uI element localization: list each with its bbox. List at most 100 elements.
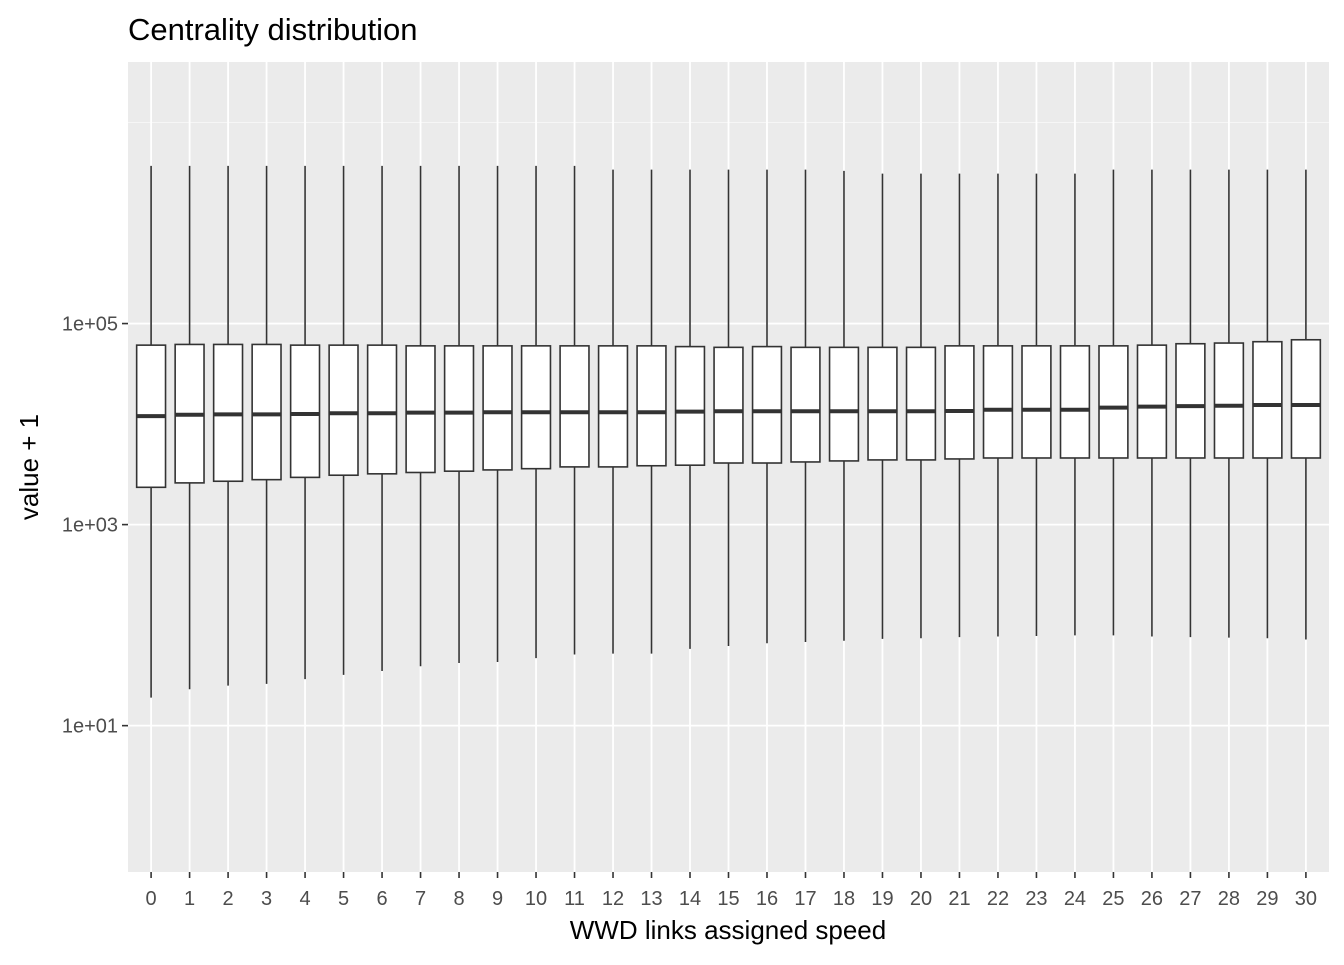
box-iqr xyxy=(443,345,475,472)
x-tick-label: 16 xyxy=(756,888,778,910)
x-tick-label: 15 xyxy=(717,888,739,910)
box-iqr xyxy=(597,345,629,468)
x-tick-label: 7 xyxy=(415,888,426,910)
x-tick-label: 10 xyxy=(525,888,547,910)
box-15 xyxy=(713,169,744,646)
box-iqr xyxy=(328,344,359,477)
y-tick-label: 1e+03 xyxy=(62,515,118,537)
x-tick-label: 11 xyxy=(564,888,585,910)
chart-title: Centrality distribution xyxy=(128,12,417,47)
box-iqr xyxy=(251,343,282,481)
box-iqr xyxy=(905,346,937,461)
box-iqr xyxy=(751,345,783,464)
x-tick-label: 25 xyxy=(1102,888,1124,910)
box-10 xyxy=(520,165,552,659)
box-17 xyxy=(790,169,821,642)
box-19 xyxy=(867,173,898,639)
box-iqr xyxy=(982,345,1014,459)
box-iqr xyxy=(1021,345,1052,459)
box-iqr xyxy=(289,344,321,479)
x-tick-label: 2 xyxy=(223,888,234,910)
box-iqr xyxy=(636,345,667,467)
box-iqr xyxy=(828,346,860,462)
box-24 xyxy=(1059,173,1091,636)
box-13 xyxy=(636,169,667,654)
box-18 xyxy=(828,170,860,641)
x-tick-label: 5 xyxy=(338,888,349,910)
box-25 xyxy=(1098,169,1129,636)
y-axis-title: value + 1 xyxy=(14,414,44,520)
y-tick-label: 1e+05 xyxy=(62,314,118,336)
box-16 xyxy=(751,169,783,644)
box-28 xyxy=(1213,169,1245,638)
box-iqr xyxy=(674,345,706,466)
y-axis: 1e+01 1e+03 1e+05 xyxy=(62,314,128,738)
box-0 xyxy=(135,165,167,698)
box-9 xyxy=(482,165,513,662)
box-8 xyxy=(443,165,475,663)
x-tick-label: 29 xyxy=(1256,888,1278,910)
box-layer xyxy=(135,165,1322,698)
box-iqr xyxy=(1175,342,1206,459)
box-iqr xyxy=(713,346,744,464)
x-tick-label: 12 xyxy=(602,888,624,910)
box-iqr xyxy=(520,345,552,470)
box-iqr xyxy=(1136,344,1168,459)
x-tick-label: 1 xyxy=(184,888,195,910)
x-tick-label: 8 xyxy=(453,888,464,910)
box-iqr xyxy=(482,345,513,471)
box-iqr xyxy=(790,346,821,463)
box-iqr xyxy=(366,344,398,475)
box-iqr xyxy=(1059,345,1091,459)
x-axis-title: WWD links assigned speed xyxy=(570,915,886,945)
box-iqr xyxy=(1290,338,1322,459)
box-21 xyxy=(944,173,975,638)
x-tick-label: 22 xyxy=(987,888,1009,910)
x-tick-label: 21 xyxy=(948,888,970,910)
box-14 xyxy=(674,169,706,649)
box-iqr xyxy=(1098,345,1129,459)
box-iqr xyxy=(1213,342,1245,459)
x-tick-label: 26 xyxy=(1141,888,1163,910)
box-iqr xyxy=(1252,340,1283,459)
x-tick-label: 19 xyxy=(871,888,893,910)
box-iqr xyxy=(867,346,898,461)
x-tick-label: 23 xyxy=(1025,888,1047,910)
box-iqr xyxy=(944,345,975,460)
x-tick-label: 20 xyxy=(910,888,932,910)
box-20 xyxy=(905,173,937,639)
x-tick-label: 3 xyxy=(261,888,272,910)
box-iqr xyxy=(405,345,436,474)
box-29 xyxy=(1252,169,1283,639)
box-27 xyxy=(1175,169,1206,638)
x-tick-label: 0 xyxy=(146,888,157,910)
box-4 xyxy=(289,165,321,680)
box-2 xyxy=(212,165,244,686)
x-tick-label: 17 xyxy=(794,888,816,910)
box-11 xyxy=(559,165,590,655)
x-tick-label: 9 xyxy=(492,888,503,910)
x-tick-label: 4 xyxy=(300,888,311,910)
box-23 xyxy=(1021,173,1052,636)
x-tick-label: 24 xyxy=(1064,888,1086,910)
x-axis: 0 1 2 3 4 5 6 7 8 9 10 11 12 13 14 15 16 17 18 19 20 21 22 23 24… xyxy=(146,872,1317,910)
box-7 xyxy=(405,165,436,667)
box-3 xyxy=(251,165,282,684)
box-6 xyxy=(366,165,398,671)
box-12 xyxy=(597,169,629,654)
x-tick-label: 13 xyxy=(640,888,662,910)
box-30 xyxy=(1290,169,1322,640)
x-tick-label: 18 xyxy=(833,888,855,910)
box-5 xyxy=(328,165,359,675)
x-tick-label: 30 xyxy=(1295,888,1317,910)
box-1 xyxy=(174,165,205,690)
x-tick-label: 27 xyxy=(1179,888,1201,910)
box-26 xyxy=(1136,169,1168,637)
box-iqr xyxy=(559,345,590,468)
box-22 xyxy=(982,173,1014,637)
x-tick-label: 14 xyxy=(679,888,701,910)
x-tick-label: 6 xyxy=(376,888,387,910)
y-tick-label: 1e+01 xyxy=(62,716,118,738)
